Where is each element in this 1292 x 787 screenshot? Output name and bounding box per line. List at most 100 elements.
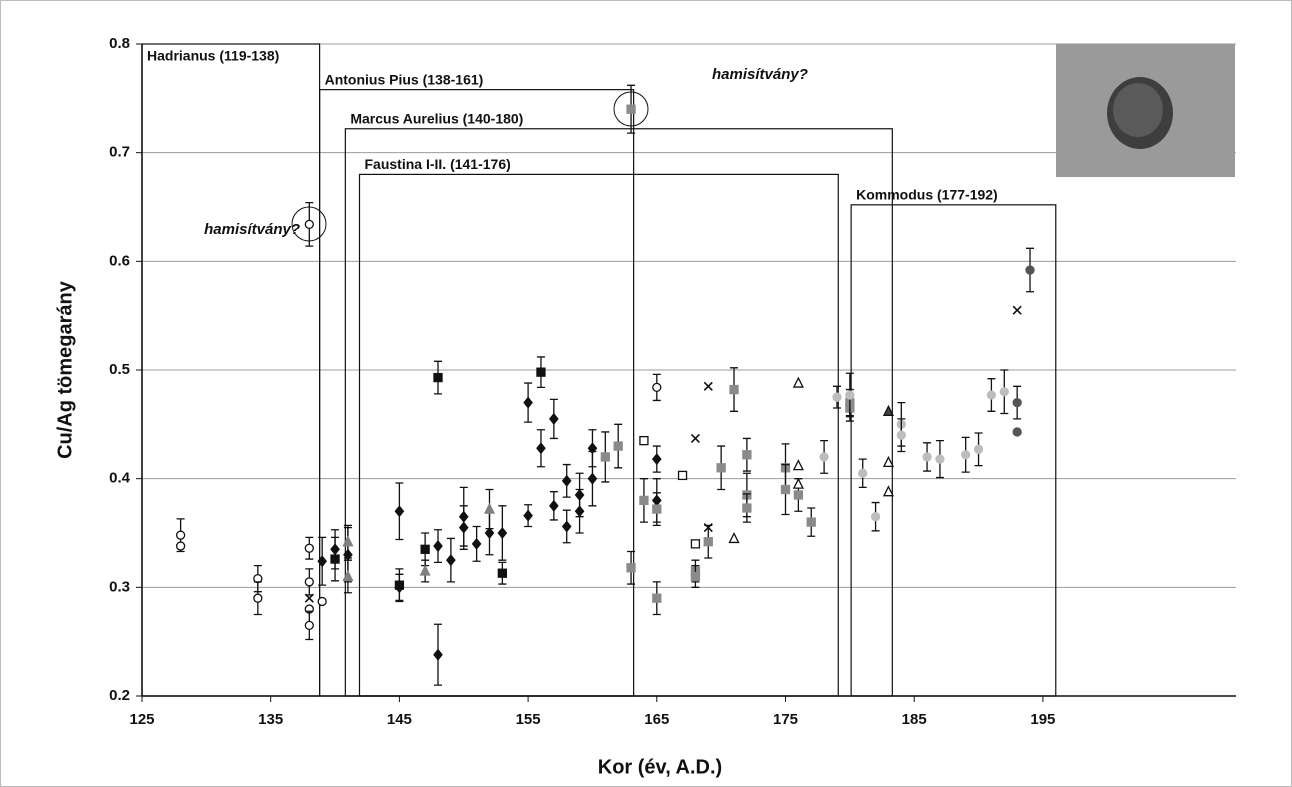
point	[819, 452, 829, 462]
point	[574, 505, 585, 518]
point	[317, 555, 328, 568]
coin-photo	[1056, 44, 1235, 177]
y-tick-label: 0.8	[109, 35, 130, 52]
point	[549, 412, 559, 425]
point	[639, 495, 649, 506]
point	[652, 382, 662, 393]
point	[793, 490, 804, 500]
point	[780, 484, 791, 495]
point	[961, 450, 971, 460]
point	[523, 509, 533, 522]
y-tick-label: 0.2	[109, 687, 130, 704]
point	[652, 593, 662, 603]
point	[986, 390, 997, 400]
point	[882, 485, 895, 497]
point	[497, 526, 508, 540]
point	[703, 523, 713, 533]
point	[549, 499, 559, 512]
point	[690, 433, 700, 444]
point	[304, 593, 314, 603]
point	[703, 381, 713, 391]
y-tick-label: 0.5	[109, 361, 130, 378]
y-axis-title: Cu/Ag tömegarány	[54, 280, 76, 459]
point	[626, 563, 636, 573]
point	[561, 474, 572, 487]
period-box	[358, 173, 839, 697]
x-tick-label: 185	[902, 711, 927, 728]
x-tick-label: 125	[129, 711, 154, 728]
point	[394, 580, 405, 590]
point	[999, 387, 1009, 397]
point	[858, 468, 868, 478]
point	[536, 442, 546, 455]
point	[742, 450, 752, 460]
point	[175, 530, 186, 540]
period-label: Antonius Pius (138-161)	[325, 71, 484, 87]
x-axis-title: Kor (év, A.D.)	[598, 756, 722, 778]
x-tick-label: 135	[258, 711, 283, 728]
x-tick-label: 165	[644, 711, 669, 728]
point	[304, 620, 314, 631]
point	[1012, 427, 1022, 437]
point	[677, 470, 688, 481]
point	[523, 396, 533, 409]
point	[729, 384, 739, 395]
x-tick-label: 145	[387, 711, 412, 728]
point	[651, 453, 662, 466]
point	[742, 503, 752, 513]
point	[420, 544, 430, 554]
point	[690, 539, 701, 549]
point	[703, 537, 713, 547]
point	[317, 596, 327, 607]
point	[1012, 305, 1022, 315]
y-tick-label: 0.6	[109, 252, 130, 269]
point	[806, 517, 816, 527]
point	[497, 568, 508, 578]
point	[561, 520, 572, 533]
period-label: Marcus Aurelius (140-180)	[350, 110, 523, 126]
point	[922, 452, 932, 462]
annotation: hamisítvány?	[712, 66, 808, 83]
point	[253, 593, 263, 603]
y-tick-label: 0.4	[109, 470, 131, 487]
point	[626, 104, 636, 114]
x-tick-label: 155	[516, 711, 541, 728]
point	[304, 577, 314, 587]
point	[342, 570, 354, 582]
point	[792, 459, 804, 471]
point	[175, 541, 186, 551]
point	[870, 512, 881, 522]
point	[419, 564, 431, 576]
point	[652, 504, 662, 514]
point	[394, 505, 405, 518]
point	[690, 571, 701, 582]
y-tick-label: 0.7	[109, 144, 130, 161]
point	[728, 531, 740, 544]
point	[587, 472, 598, 485]
point	[304, 219, 314, 230]
point	[935, 454, 945, 464]
point	[536, 367, 546, 377]
point	[330, 554, 340, 564]
period-label: Kommodus (177-192)	[856, 187, 998, 203]
point	[483, 502, 496, 514]
point	[973, 444, 984, 454]
point	[446, 554, 456, 567]
point	[342, 535, 354, 547]
point	[458, 521, 469, 534]
point	[792, 376, 804, 388]
period-label: Faustina I-II. (141-176)	[365, 156, 511, 172]
point	[845, 390, 855, 400]
point	[882, 455, 895, 468]
point	[304, 543, 314, 553]
point	[639, 435, 649, 446]
point	[471, 537, 482, 550]
period-label: Hadrianus (119-138)	[147, 48, 279, 64]
period-box	[850, 204, 1057, 697]
point	[484, 526, 495, 540]
point	[433, 539, 443, 553]
point	[600, 452, 610, 462]
point	[613, 441, 623, 451]
x-tick-label: 195	[1030, 711, 1055, 728]
